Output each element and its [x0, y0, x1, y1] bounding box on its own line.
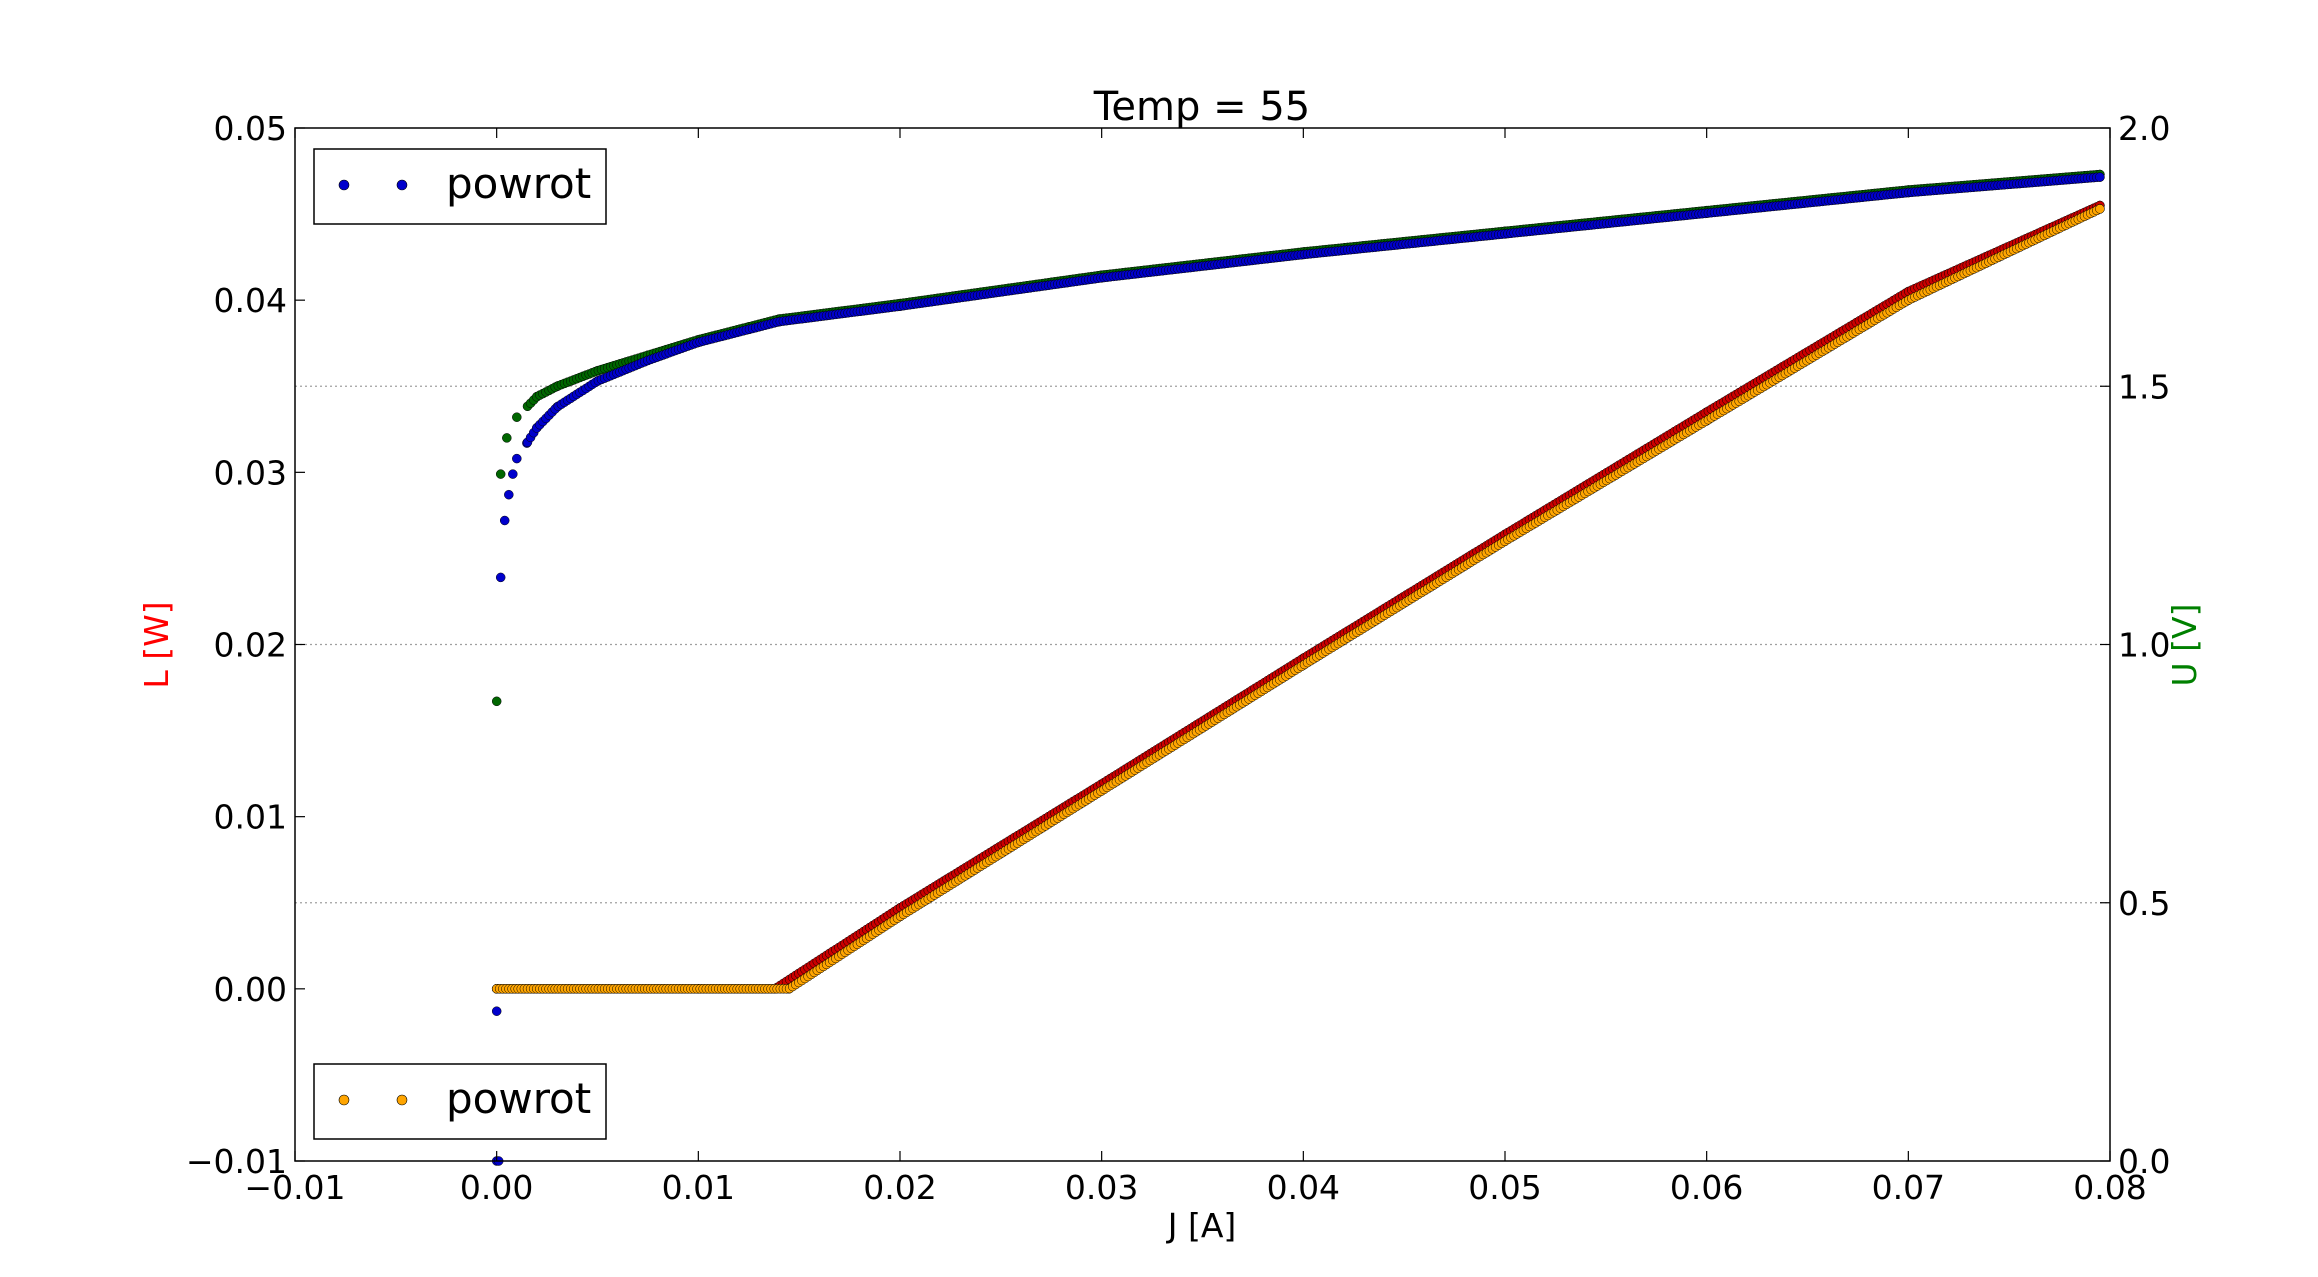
- y-axis-right: 0.0 0.5 1.0 1.5 2.0: [2100, 109, 2170, 1181]
- x-tick-label: 0.05: [1468, 1168, 1541, 1207]
- data-markers: [491, 169, 2105, 1166]
- data-point: [491, 1006, 502, 1016]
- y-left-tick-label: 0.01: [214, 798, 287, 837]
- legend-lower-label: powrot: [446, 1074, 591, 1123]
- y-right-tick-label: 1.0: [2118, 626, 2170, 665]
- y-axis-left: −0.01 0.00 0.01 0.02 0.03 0.04 0.05: [186, 109, 305, 1181]
- legend-lower-box: [313, 1063, 607, 1140]
- x-axis: −0.01 0.00 0.01 0.02 0.03 0.04 0.05 0.06 0.07 0.0…: [244, 128, 2147, 1207]
- data-point: [495, 469, 506, 479]
- legend-upper-label: powrot: [446, 159, 591, 208]
- y-right-tick-label: 1.5: [2118, 367, 2170, 406]
- legend-upper-marker: [396, 179, 408, 191]
- y-axis-left-label: L [W]: [137, 601, 176, 688]
- data-point: [504, 489, 514, 500]
- x-axis-label: J [A]: [1166, 1206, 1237, 1245]
- series-3: [491, 204, 2105, 994]
- x-tick-label: 0.03: [1065, 1168, 1138, 1207]
- legend-upper-marker: [338, 179, 350, 191]
- data-point: [512, 412, 522, 422]
- y-right-tick-label: 0.5: [2118, 884, 2170, 923]
- y-left-tick-label: −0.01: [186, 1142, 287, 1181]
- x-tick-label: 0.01: [662, 1168, 735, 1207]
- legend-upper-box: [313, 148, 607, 225]
- data-point: [2095, 204, 2105, 214]
- series-1: [491, 172, 2105, 1166]
- y-left-tick-label: 0.00: [214, 970, 287, 1009]
- chart-title: Temp = 55: [1093, 84, 1310, 130]
- legend-lower-marker: [396, 1094, 408, 1106]
- y-axis-right-label: U [V]: [2165, 604, 2204, 687]
- y-left-tick-label: 0.02: [214, 626, 287, 665]
- data-point: [495, 572, 506, 583]
- x-tick-label: 0.08: [2073, 1168, 2146, 1207]
- data-point: [491, 696, 502, 707]
- y-right-tick-label: 2.0: [2118, 109, 2170, 148]
- data-point: [512, 453, 522, 464]
- data-point: [2095, 172, 2105, 182]
- x-tick-label: 0.07: [1872, 1168, 1945, 1207]
- x-tick-label: 0.06: [1670, 1168, 1743, 1207]
- plot-area: [295, 128, 2110, 1161]
- x-tick-label: 0.00: [460, 1168, 533, 1207]
- legend-lower-marker: [338, 1094, 350, 1106]
- x-tick-label: 0.04: [1267, 1168, 1340, 1207]
- y-left-tick-label: 0.05: [214, 109, 287, 148]
- legend-upper: powrot: [313, 148, 607, 225]
- data-point: [508, 469, 518, 479]
- data-point: [499, 515, 510, 526]
- y-left-tick-label: 0.04: [214, 281, 287, 320]
- x-tick-label: 0.02: [863, 1168, 936, 1207]
- legend-lower: powrot: [313, 1063, 607, 1140]
- y-left-tick-label: 0.03: [214, 453, 287, 492]
- y-right-tick-label: 0.0: [2118, 1142, 2170, 1181]
- data-point: [502, 433, 512, 443]
- x-tick-label: −0.01: [244, 1168, 345, 1207]
